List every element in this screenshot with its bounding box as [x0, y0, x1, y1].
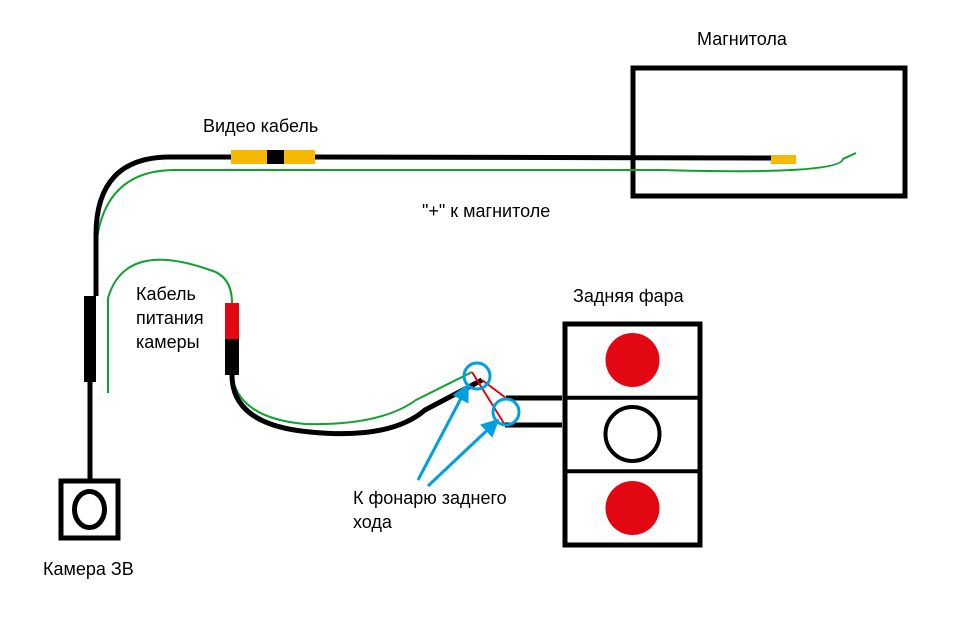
video-cable-label: Видео кабель	[203, 116, 318, 136]
camera-label: Камера ЗВ	[43, 559, 134, 579]
tail-light-top	[606, 333, 660, 387]
head-unit-label: Магнитола	[697, 29, 788, 49]
tail-light-middle	[606, 407, 660, 461]
camera-icon	[61, 481, 118, 538]
power-cable-label-2: питания	[136, 308, 204, 328]
power-cable-label-3: камеры	[136, 332, 200, 352]
camera-splitter	[84, 296, 96, 382]
head-unit-box	[633, 68, 905, 196]
power-cable-label-1: Кабель	[136, 284, 196, 304]
to-reverse-label-2: хода	[353, 512, 393, 532]
to-reverse-label-1: К фонарю заднего	[353, 488, 507, 508]
tail-light	[565, 324, 700, 545]
power-connector	[225, 303, 239, 375]
callout-arrow-2	[428, 420, 498, 486]
plus-to-head-label: "+" к магнитоле	[422, 201, 550, 221]
video-connector	[231, 150, 315, 164]
tail-light-bottom	[606, 481, 660, 535]
wiring-diagram: Магнитола Видео кабель "+" к магнитоле К…	[0, 0, 960, 622]
head-unit-connector	[771, 155, 796, 164]
tail-light-label: Задняя фара	[573, 286, 685, 306]
